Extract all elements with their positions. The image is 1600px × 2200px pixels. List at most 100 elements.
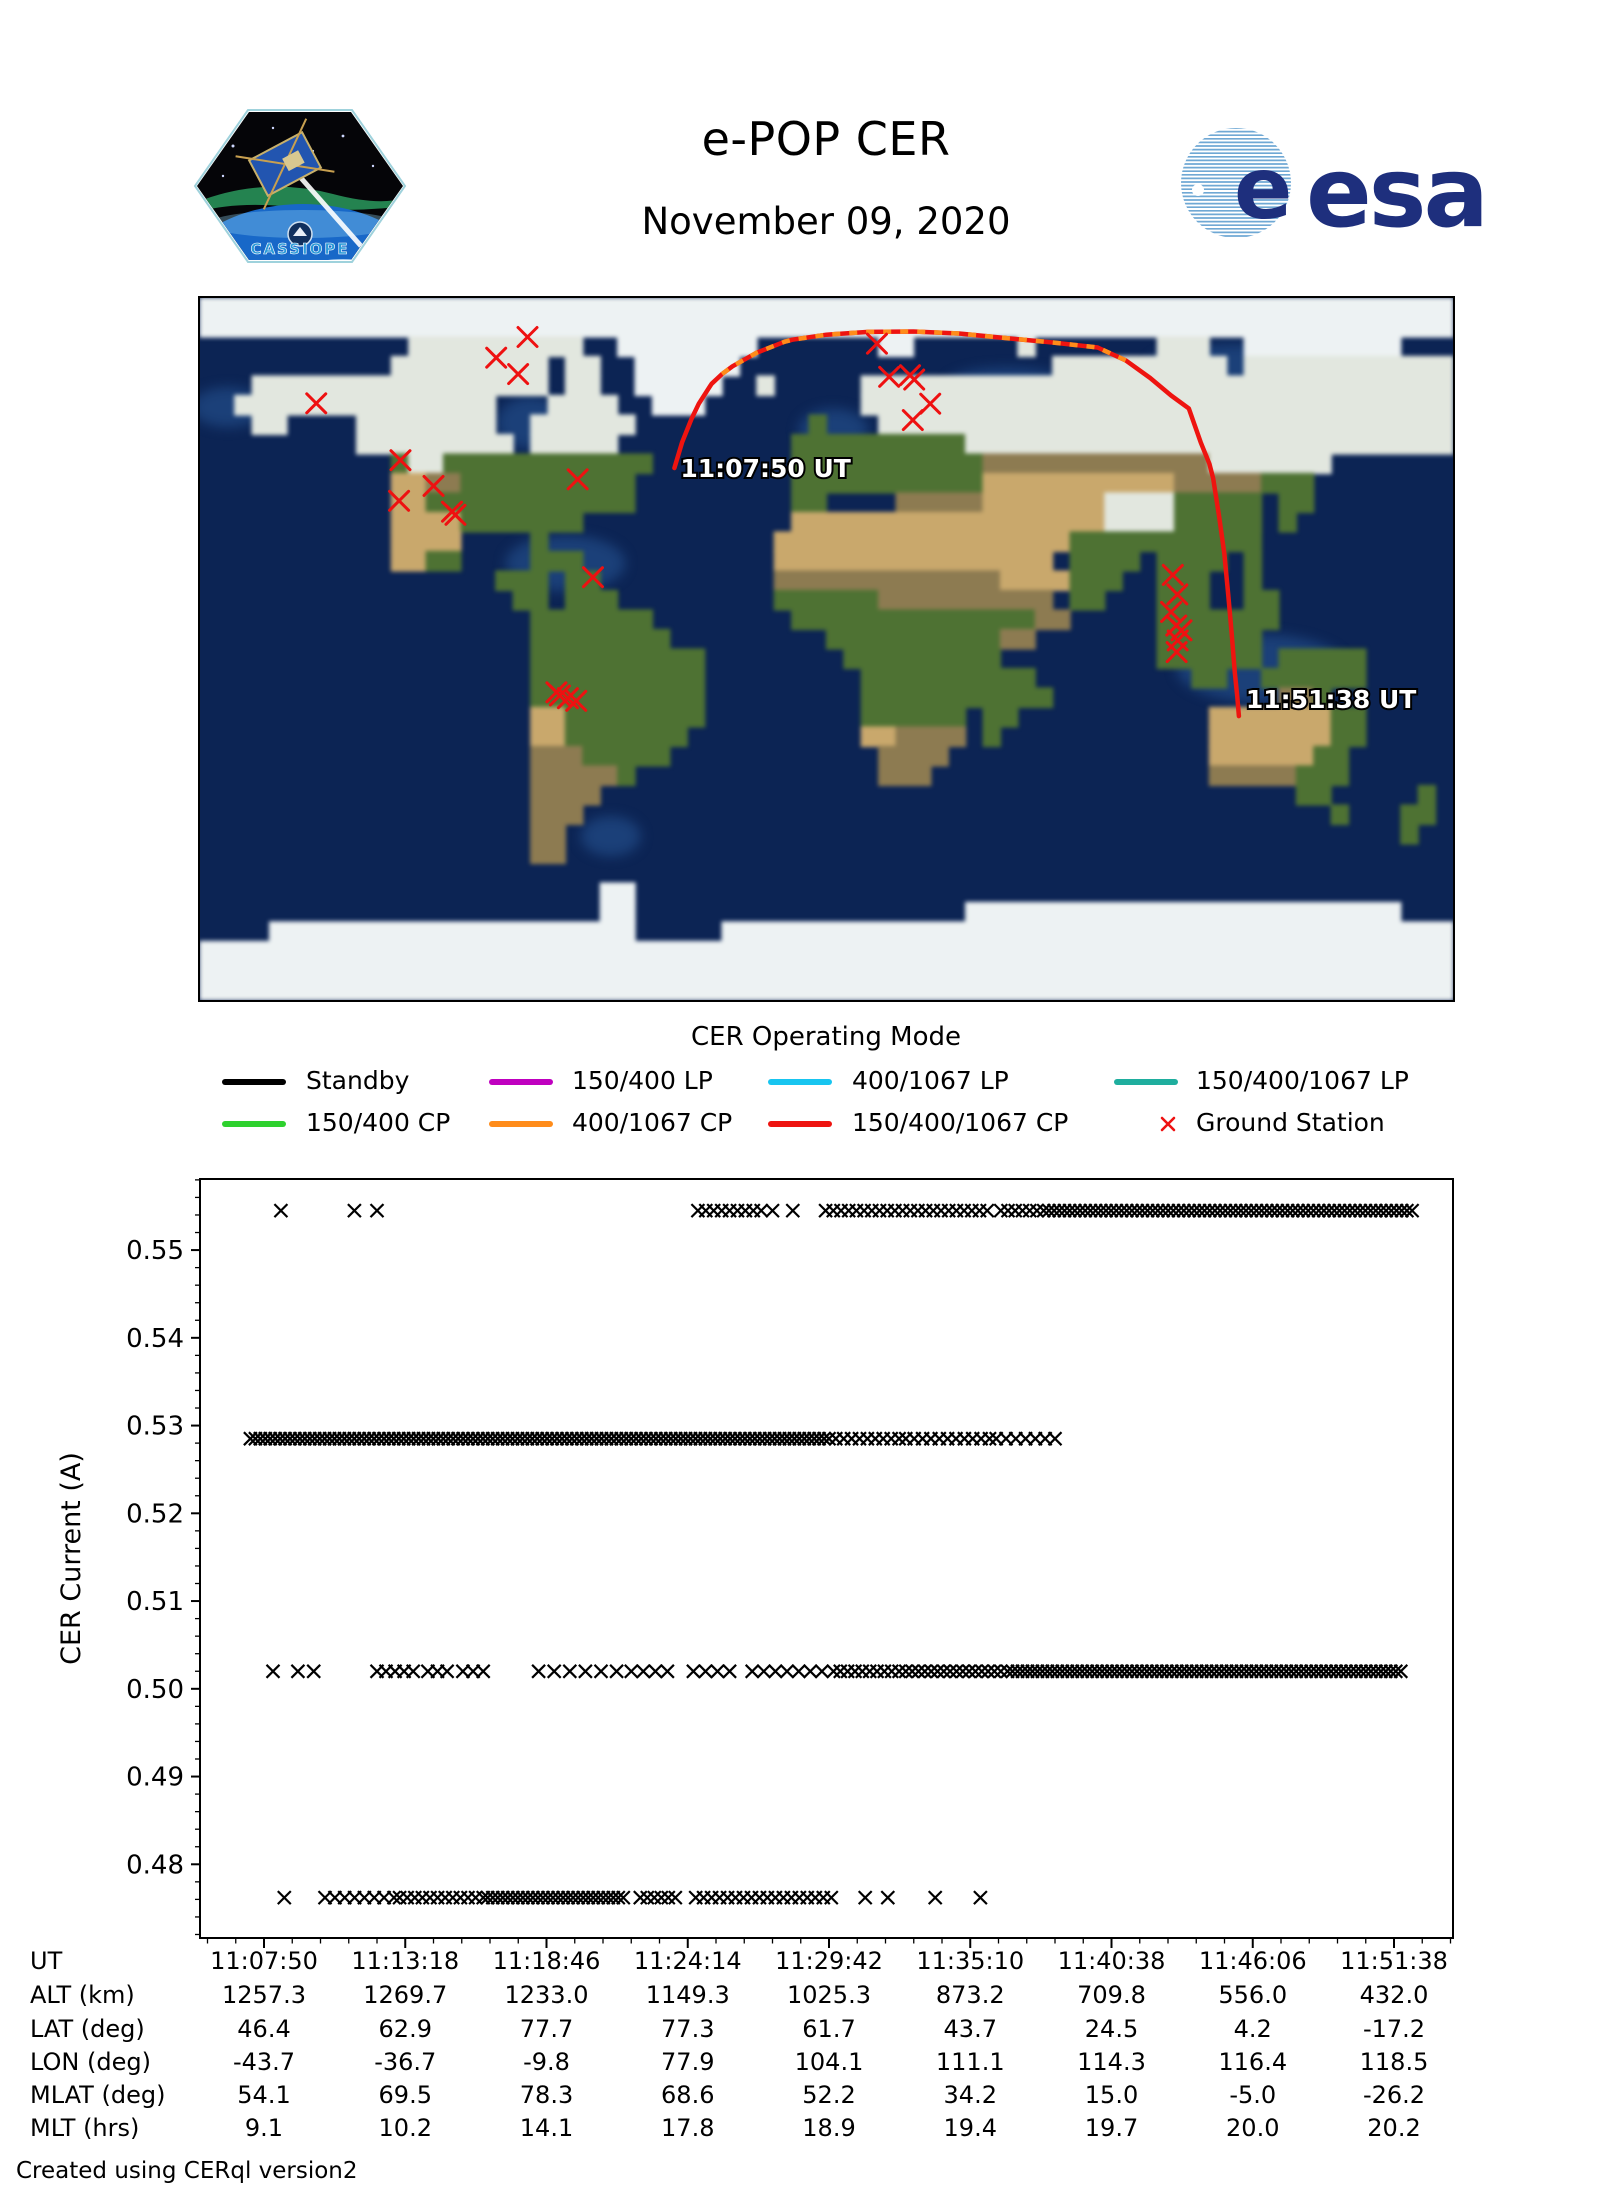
table-cell: 709.8 [1077, 1981, 1146, 2009]
legend-label-150-400-1067-lp: 150/400/1067 LP [1196, 1066, 1409, 1095]
ground-station-x-icon [1165, 641, 1188, 664]
table-row-label-mlat: MLAT (deg) [30, 2081, 166, 2109]
ground-station-x-icon [581, 566, 604, 589]
legend-ground-station-x-icon [1160, 1116, 1176, 1132]
y-tick-label: 0.49 [126, 1763, 184, 1793]
table-cell: 116.4 [1218, 2048, 1288, 2076]
ground-station-x-icon [444, 503, 467, 526]
ground-station-x-icon [485, 346, 508, 369]
table-cell: 432.0 [1359, 1981, 1429, 2009]
esa-logo-icon: e esa [1181, 128, 1489, 249]
legend-label-150-400-cp: 150/400 CP [306, 1108, 451, 1137]
legend-label-standby: Standby [306, 1066, 410, 1095]
table-cell: 43.7 [943, 2015, 997, 2043]
satellite [235, 118, 335, 210]
legend-swatch-150-400-cp [222, 1121, 286, 1127]
ground-station-x-icon [901, 409, 924, 432]
ground-station-x-icon [305, 392, 328, 415]
esa-globe-e: e [1234, 139, 1292, 239]
table-cell: 11:40:38 [1057, 1947, 1166, 1975]
table-cell: 556.0 [1218, 1981, 1288, 2009]
table-row-label-mlt: MLT (hrs) [30, 2114, 140, 2142]
table-cell: 11:29:42 [775, 1947, 883, 1975]
ground-station-x-icon [1161, 563, 1184, 586]
y-tick-label: 0.50 [126, 1675, 184, 1705]
table-cell: 14.1 [519, 2114, 574, 2142]
landmasses [199, 297, 1454, 1001]
ground-track-map: 11:07:50 UT 11:51:38 UT [191, 296, 1455, 1002]
table-cell: 54.1 [237, 2081, 291, 2109]
ground-station-markers [305, 326, 1193, 712]
legend-title: CER Operating Mode [690, 1022, 961, 1052]
table-cell: 17.8 [661, 2114, 715, 2142]
legend-label-400-1067-cp: 400/1067 CP [572, 1108, 733, 1137]
table-cell: 11:07:50 [210, 1947, 318, 1975]
esa-globe-dot [1192, 184, 1204, 196]
table-row-label-lat: LAT (deg) [30, 2015, 145, 2043]
table-cell: 19.7 [1084, 2114, 1139, 2142]
legend-swatch-150-400-1067-lp [1114, 1079, 1178, 1085]
legend-swatch-standby [222, 1079, 286, 1085]
y-tick-label: 0.51 [126, 1587, 184, 1617]
y-axis-label: CER Current (A) [56, 1452, 87, 1665]
ground-station-x-icon [566, 468, 589, 491]
aurora-band [197, 186, 403, 212]
cer-current-chart: 0.48 0.49 0.50 0.51 0.52 0.53 0.54 0.55 CER Curr… [0, 1140, 1600, 1980]
table-cell: 69.5 [378, 2081, 432, 2109]
table-cell: 873.2 [935, 1981, 1005, 2009]
table-cell: 9.1 [244, 2114, 284, 2142]
table-cell: 1025.3 [787, 1981, 871, 2009]
legend-swatch-150-400-1067-cp [768, 1121, 832, 1127]
y-tick-label: 0.48 [126, 1850, 184, 1880]
ground-station-x-icon [865, 332, 888, 355]
ground-station-x-icon [565, 689, 588, 712]
page-date-subtitle: November 09, 2020 [641, 200, 1011, 243]
ground-station-x-icon [516, 326, 539, 348]
table-cell: 114.3 [1077, 2048, 1146, 2076]
table-cell: 4.2 [1233, 2015, 1272, 2043]
table-cell: 18.9 [802, 2114, 856, 2142]
table-cell: 111.1 [935, 2048, 1005, 2076]
scatter-plot: 0.48 0.49 0.50 0.51 0.52 0.53 0.54 0.55 CER Curr… [56, 1178, 1454, 1948]
legend-swatch-400-1067-cp [489, 1121, 553, 1127]
y-tick-label: 0.55 [126, 1236, 184, 1266]
ground-station-x-icon [903, 368, 926, 391]
ground-station-x-icon [388, 489, 411, 512]
table-cell: 104.1 [794, 2048, 864, 2076]
plot-border [199, 1178, 1454, 1939]
page-title: e-POP CER [701, 112, 951, 166]
table-cell: 61.7 [802, 2015, 856, 2043]
ground-station-x-icon [507, 363, 530, 386]
world-map: 11:07:50 UT 11:51:38 UT [191, 297, 1454, 1001]
table-cell: 1269.7 [363, 1981, 448, 2009]
table-cell: -36.7 [374, 2048, 437, 2076]
footer-credit: Created using CERql version2 [16, 2158, 358, 2184]
table-cell: 52.2 [802, 2081, 856, 2109]
axes-ticks: 0.48 0.49 0.50 0.51 0.52 0.53 0.54 0.55 [126, 1179, 1452, 1948]
table-cell: 1257.3 [222, 1981, 306, 2009]
table-cell: 62.9 [378, 2015, 432, 2043]
legend-swatch-400-1067-lp [768, 1079, 832, 1085]
table-cell: 11:46:06 [1198, 1947, 1307, 1975]
table-cell: 77.3 [661, 2015, 715, 2043]
ground-station-x-icon [1160, 600, 1183, 623]
table-cell: 11:24:14 [633, 1947, 742, 1975]
ground-station-x-icon [878, 365, 901, 388]
table-cell: 34.2 [943, 2081, 997, 2109]
cassiope-mission-patch: CASSIOPE [193, 106, 407, 266]
esa-wordmark: esa [1306, 136, 1486, 249]
ground-station-x-icon [389, 449, 412, 472]
table-cell: 1149.3 [645, 1981, 730, 2009]
legend-label-ground-station: Ground Station [1196, 1108, 1385, 1137]
cassiope-patch-icon: CASSIOPE [193, 109, 407, 263]
table-cell: 20.2 [1367, 2114, 1421, 2142]
esa-globe-stripes [1181, 128, 1291, 238]
table-cell: -17.2 [1362, 2015, 1426, 2043]
table-cell: 15.0 [1084, 2081, 1139, 2109]
table-row-label-alt: ALT (km) [30, 1981, 135, 2009]
table-cell: 11:13:18 [351, 1947, 460, 1975]
table-cell: 46.4 [237, 2015, 291, 2043]
y-tick-label: 0.52 [126, 1499, 184, 1529]
esa-logo: e esa [1178, 116, 1489, 250]
cassiope-patch-label: CASSIOPE [250, 240, 349, 258]
